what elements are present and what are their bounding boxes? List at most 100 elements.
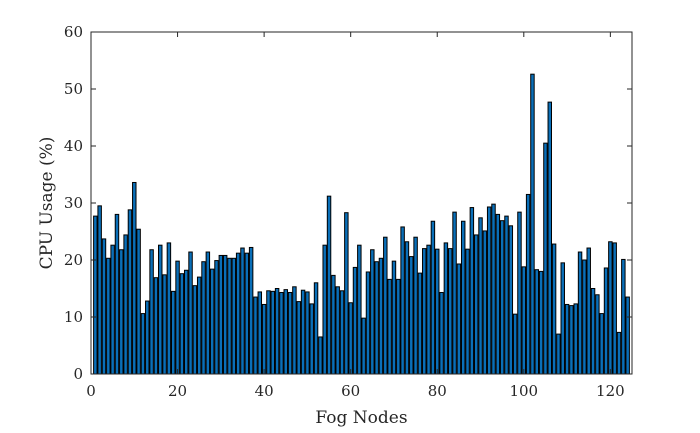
bar xyxy=(577,251,583,375)
bar xyxy=(331,274,336,375)
bar xyxy=(443,242,449,375)
bar xyxy=(179,273,185,375)
bar xyxy=(123,234,128,375)
bar xyxy=(435,248,440,375)
bar xyxy=(582,259,587,375)
bar xyxy=(110,244,115,375)
bar xyxy=(235,252,241,375)
x-tick-label: 80 xyxy=(428,382,447,400)
bar xyxy=(261,303,267,375)
bar xyxy=(374,261,379,375)
x-tick-label: 20 xyxy=(168,382,187,400)
bar xyxy=(556,333,561,375)
bar xyxy=(222,254,228,375)
bar xyxy=(97,205,102,375)
bar xyxy=(396,278,401,375)
bar xyxy=(400,226,405,375)
bar xyxy=(145,300,150,375)
x-tick-label: 0 xyxy=(86,382,96,400)
bar xyxy=(499,220,505,375)
bar xyxy=(447,248,453,375)
bar xyxy=(460,220,466,375)
y-tick-label: 50 xyxy=(64,80,83,98)
bar xyxy=(512,313,518,375)
bar xyxy=(564,303,570,375)
bar xyxy=(473,234,479,375)
bar xyxy=(158,244,163,375)
bar xyxy=(93,215,98,375)
bar xyxy=(101,238,107,375)
y-axis: 0 10 20 30 40 50 60 xyxy=(64,23,632,383)
bar xyxy=(209,268,215,375)
bar xyxy=(231,257,237,375)
bar xyxy=(538,270,544,375)
bar xyxy=(525,193,531,375)
bar xyxy=(140,313,146,375)
bar xyxy=(283,289,288,375)
y-tick-label: 0 xyxy=(73,365,83,383)
bar xyxy=(114,213,120,375)
x-axis-label: Fog Nodes xyxy=(315,408,407,428)
bar xyxy=(227,257,232,375)
bar xyxy=(240,247,245,375)
bar xyxy=(348,302,353,375)
bar xyxy=(469,207,475,375)
bar xyxy=(603,267,609,375)
bar xyxy=(344,212,349,375)
bar xyxy=(383,236,388,375)
bar xyxy=(573,303,578,375)
x-tick-label: 40 xyxy=(255,382,274,400)
bar xyxy=(426,244,431,375)
bar xyxy=(339,290,345,375)
bar xyxy=(196,276,202,375)
bar xyxy=(188,251,193,375)
bar xyxy=(547,101,552,375)
bar xyxy=(439,291,444,375)
bar xyxy=(608,241,613,375)
bar-series xyxy=(93,73,630,375)
bar xyxy=(201,261,206,375)
bar xyxy=(456,263,462,375)
bar xyxy=(257,291,263,375)
y-axis-label: CPU Usage (%) xyxy=(37,137,57,270)
bar xyxy=(309,303,314,375)
bar xyxy=(357,244,362,375)
bar xyxy=(486,206,492,375)
bar xyxy=(175,260,180,375)
bar xyxy=(192,285,198,375)
bar xyxy=(465,248,470,375)
bar xyxy=(296,301,301,375)
bar xyxy=(616,331,622,375)
bar xyxy=(413,236,418,375)
bar xyxy=(625,296,630,375)
bar xyxy=(595,294,600,375)
bar xyxy=(521,266,527,375)
bar xyxy=(279,291,284,375)
bar xyxy=(599,313,604,375)
bar xyxy=(166,242,172,375)
bar xyxy=(508,225,514,375)
bar xyxy=(119,249,124,375)
bar xyxy=(183,269,189,375)
bar xyxy=(218,254,224,375)
bar xyxy=(417,272,423,375)
bar xyxy=(543,142,548,375)
y-tick-label: 40 xyxy=(64,137,83,155)
bar xyxy=(452,211,457,375)
x-axis: 0 20 40 60 80 100 120 xyxy=(86,32,625,400)
bar xyxy=(569,305,574,375)
bar xyxy=(300,289,306,375)
bar xyxy=(491,203,496,375)
bar xyxy=(270,290,276,375)
bar xyxy=(153,277,159,375)
y-tick-label: 30 xyxy=(64,194,83,212)
bar xyxy=(590,288,596,375)
bar xyxy=(127,209,133,375)
bar xyxy=(305,291,310,375)
bar xyxy=(214,260,219,375)
bar xyxy=(534,269,540,375)
bar xyxy=(517,211,522,375)
bar xyxy=(422,248,427,375)
bar xyxy=(266,290,271,375)
